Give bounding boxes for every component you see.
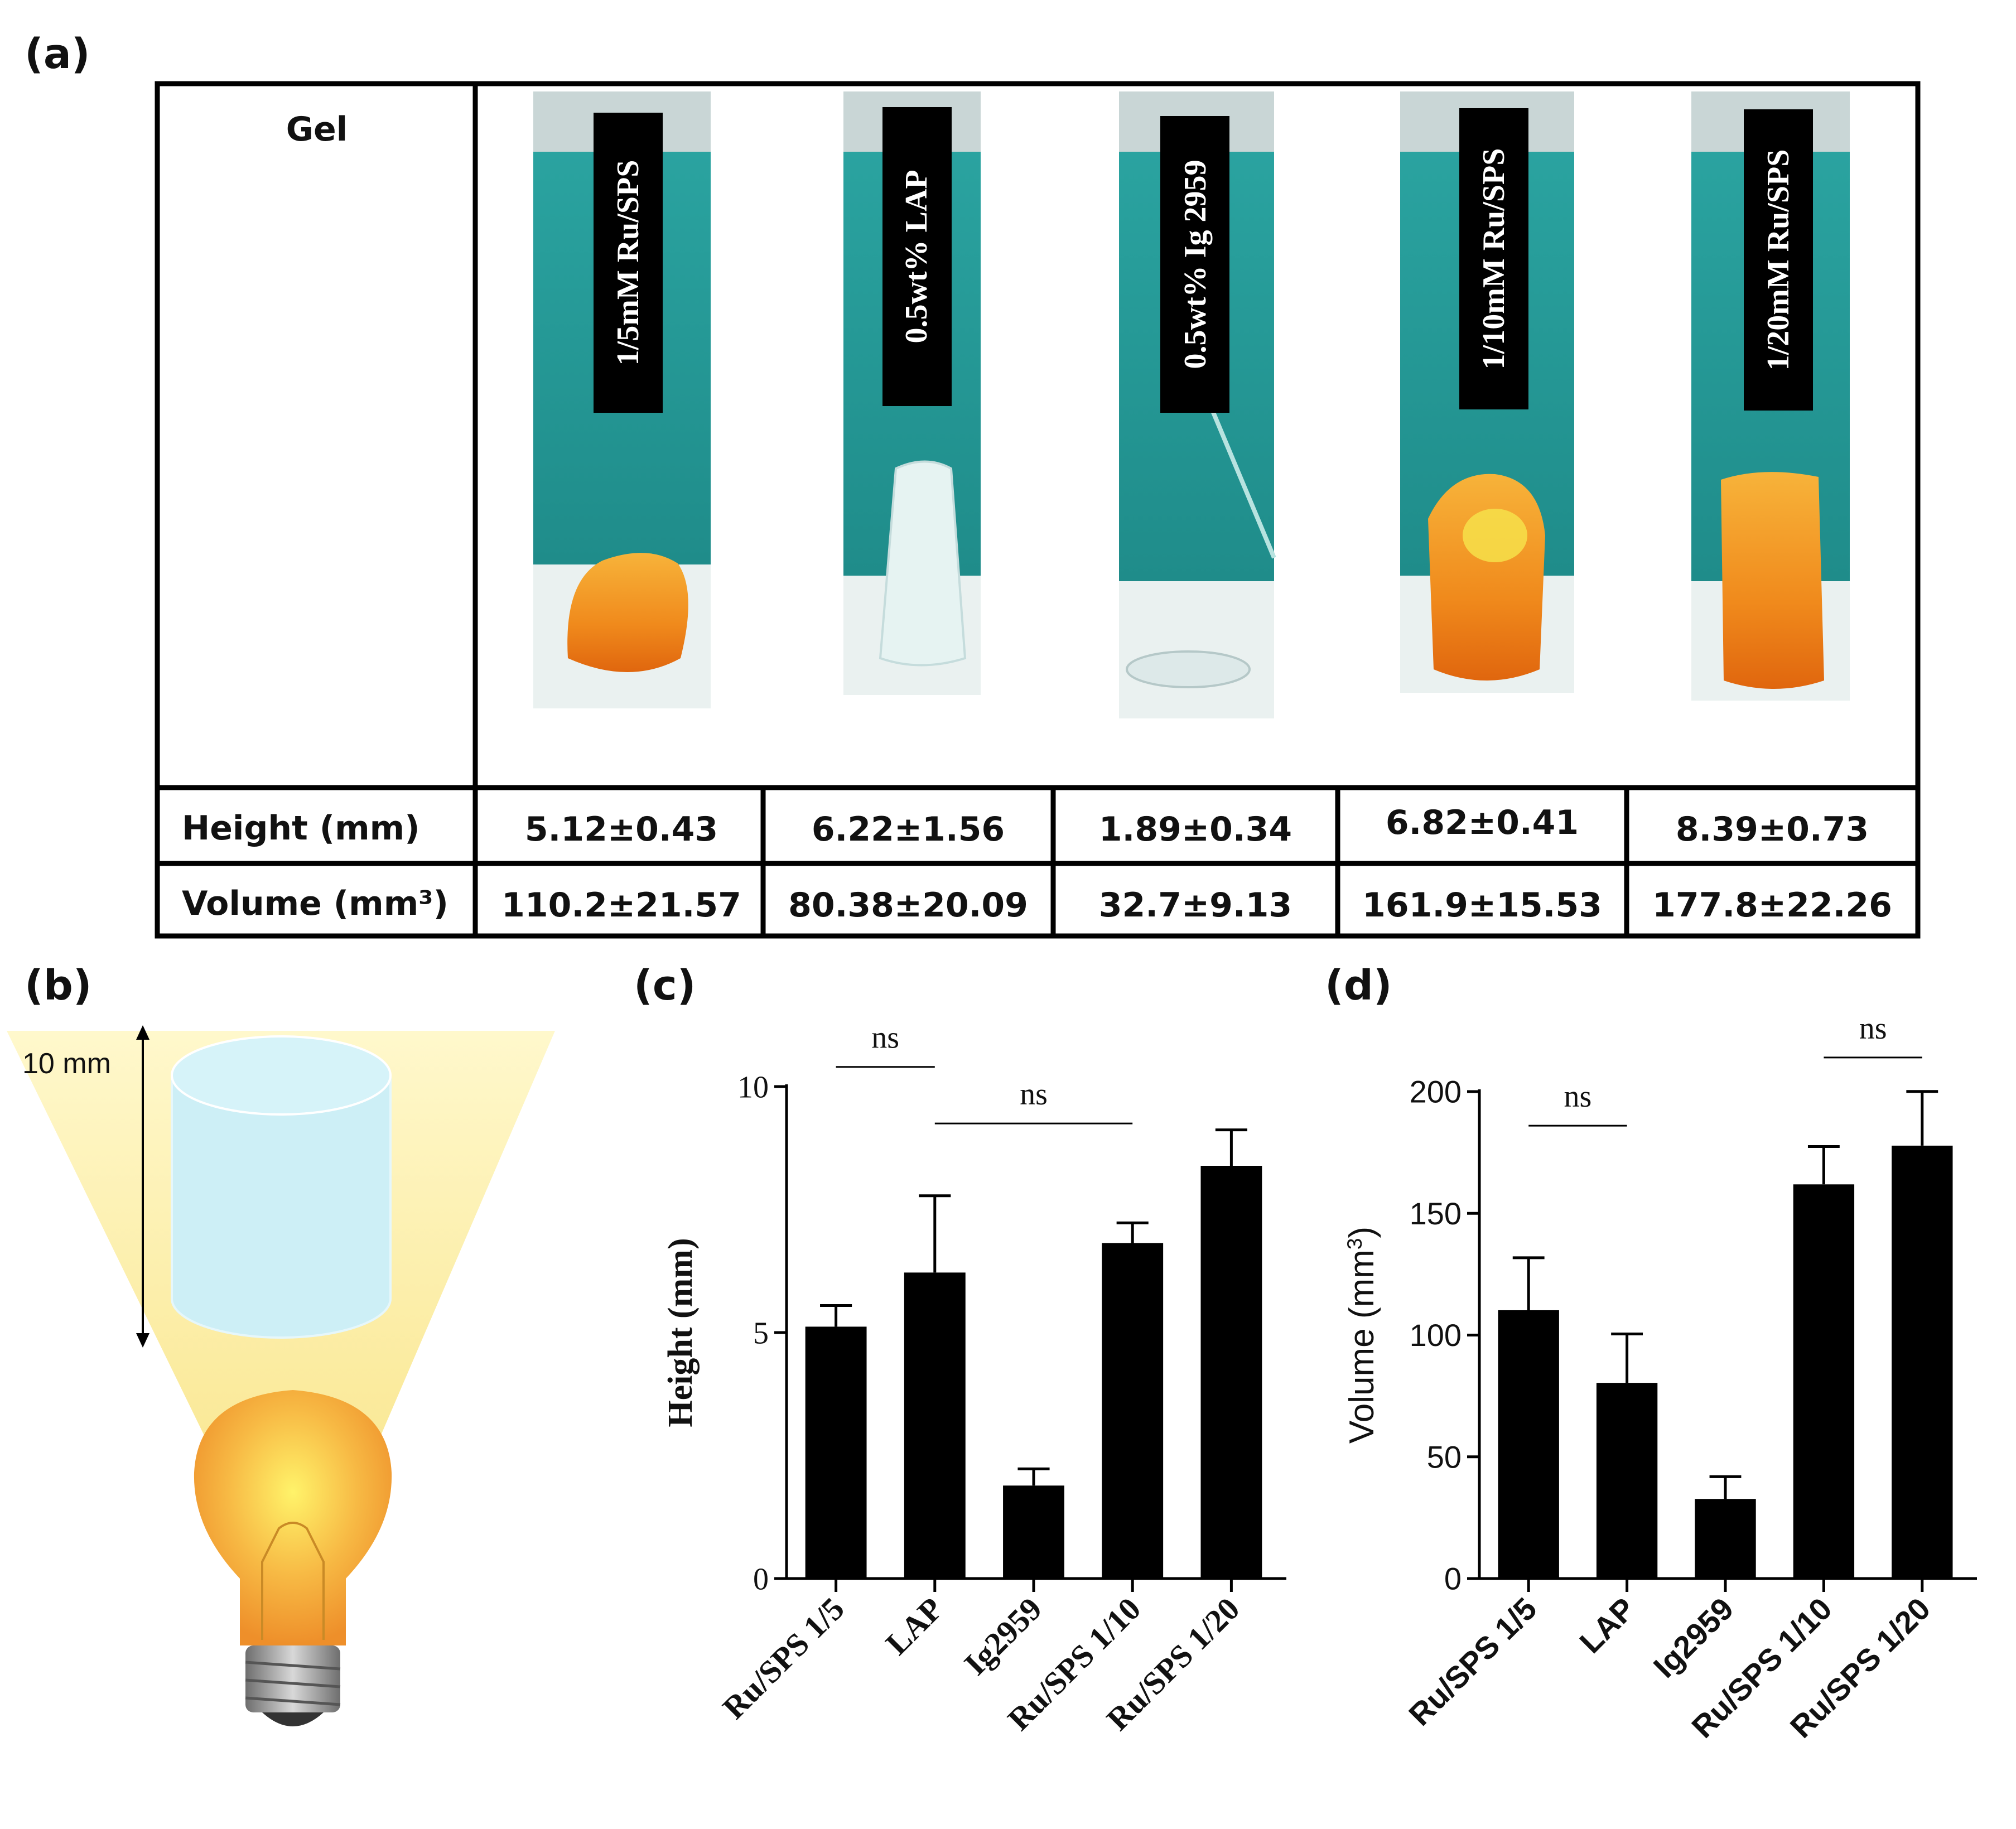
photo-label-1: 1/5mM Ru/SPS: [611, 160, 645, 366]
bar: [1003, 1485, 1064, 1579]
height-value-3: 1.89±0.34: [1099, 810, 1292, 849]
y-tick-label: 5: [753, 1316, 769, 1351]
gel-sample-tall: [1721, 472, 1824, 689]
y-tick-label: 100: [1410, 1318, 1462, 1353]
bar: [1498, 1310, 1559, 1579]
photo-label-4: 1/10mM Ru/SPS: [1477, 148, 1511, 370]
panel-c-label: (c): [634, 962, 696, 1010]
bar: [1892, 1145, 1953, 1579]
volume-value-5: 177.8±22.26: [1652, 886, 1892, 925]
y-axis-label: Height (mm): [662, 1238, 700, 1427]
gel-sample-disc: [1126, 650, 1251, 688]
height-value-1: 5.12±0.43: [525, 810, 718, 849]
table-frame: [155, 81, 1921, 939]
volume-value-4: 161.9±15.53: [1362, 886, 1602, 925]
bar: [1695, 1499, 1756, 1579]
category-label: LAP: [879, 1590, 950, 1662]
gel-photo-5: 1/20mM Ru/SPS: [1691, 91, 1850, 701]
y-axis-label: Volume (mm3): [1343, 1227, 1381, 1444]
volume-row-label: Volume (mm³): [182, 884, 448, 923]
significance-label: ns: [1020, 1077, 1048, 1112]
gel-sample-cone: [879, 460, 967, 667]
y-tick-label: 200: [1410, 1074, 1462, 1109]
panel-d-label: (d): [1325, 962, 1392, 1010]
panel-b-label: (b): [25, 962, 92, 1010]
light-bulb-icon: [194, 1390, 392, 1726]
category-label: Ru/SPS 1/5: [716, 1590, 851, 1726]
volume-value-2: 80.38±20.09: [788, 886, 1028, 925]
gel-photos: 1/5mM Ru/SPS 0.5wt% LAP 0.5wt% Ig 2959: [533, 91, 1850, 718]
bar: [1596, 1383, 1658, 1579]
bar: [1102, 1243, 1164, 1579]
significance-label: ns: [1564, 1079, 1592, 1114]
panel-a-label: (a): [25, 30, 90, 78]
gel-photo-4: 1/10mM Ru/SPS: [1400, 91, 1574, 693]
volume-value-1: 110.2±21.57: [501, 886, 741, 925]
photo-label-5: 1/20mM Ru/SPS: [1761, 149, 1796, 371]
bar: [1793, 1184, 1855, 1579]
gel-photo-2: 0.5wt% LAP: [843, 91, 981, 695]
setup-schematic: 10 mm: [7, 1025, 555, 1726]
y-tick-label: 0: [1444, 1561, 1462, 1596]
bar: [805, 1326, 867, 1579]
height-value-2: 6.22±1.56: [812, 810, 1005, 849]
gel-sample-lump: [567, 553, 688, 672]
height-value-5: 8.39±0.73: [1676, 810, 1869, 849]
y-tick-label: 50: [1427, 1439, 1462, 1474]
height-row-label: Height (mm): [182, 809, 420, 848]
photo-label-3: 0.5wt% Ig 2959: [1178, 160, 1213, 369]
category-label: Ru/SPS 1/5: [1402, 1591, 1544, 1733]
photo-label-2: 0.5wt% LAP: [899, 170, 934, 343]
y-tick-label: 150: [1410, 1196, 1462, 1231]
category-label: Ig2959: [1647, 1591, 1740, 1685]
gel-photo-1: 1/5mM Ru/SPS: [533, 91, 711, 708]
gel-header: Gel: [286, 110, 348, 149]
gel-photo-3: 0.5wt% Ig 2959: [1119, 91, 1276, 718]
category-label: Ig2959: [957, 1590, 1049, 1682]
y-tick-label: 10: [737, 1070, 769, 1105]
significance-label: ns: [871, 1021, 899, 1055]
y-tick-label: 0: [753, 1562, 769, 1597]
dimension-label: 10 mm: [22, 1048, 111, 1080]
volume-value-3: 32.7±9.13: [1099, 886, 1292, 925]
category-label: LAP: [1573, 1591, 1642, 1660]
significance-label: ns: [1859, 1011, 1887, 1046]
gel-cylinder: [171, 1074, 392, 1339]
gel-sample-cylinder: [1428, 474, 1545, 681]
height-value-4: 6.82±0.41: [1386, 803, 1579, 842]
gel-table: Gel Height (mm) Volume (mm³) 5.12±0.43 6…: [155, 81, 1921, 939]
bar: [904, 1272, 966, 1579]
bar: [1200, 1166, 1262, 1579]
